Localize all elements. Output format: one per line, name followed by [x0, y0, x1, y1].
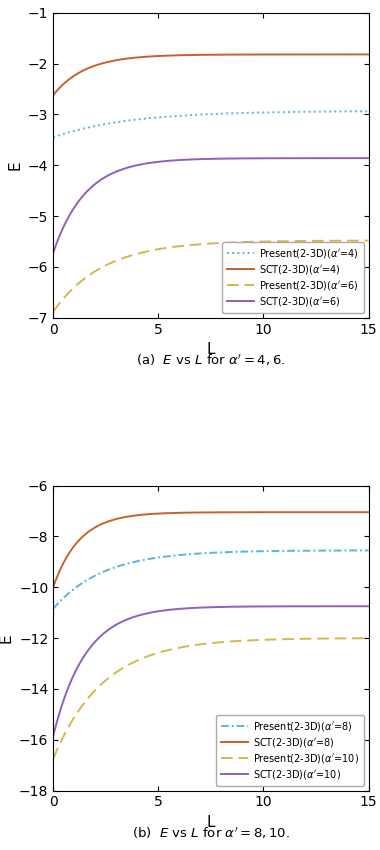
SCT(2-3D)($\alpha^{\prime}$=10) — [261, 601, 266, 611]
SCT(2-3D)($\alpha^{\prime}$=6) — [194, 154, 198, 164]
Present(2-3D)($\alpha^{\prime}$=4) — [51, 133, 55, 143]
SCT(2-3D)($\alpha^{\prime}$=8) — [194, 507, 198, 518]
Present(2-3D)($\alpha^{\prime}$=10) — [107, 672, 111, 683]
Line: Present(2-3D)($\alpha^{\prime}$=10): Present(2-3D)($\alpha^{\prime}$=10) — [53, 638, 369, 759]
SCT(2-3D)($\alpha^{\prime}$=4) — [261, 49, 266, 60]
SCT(2-3D)($\alpha^{\prime}$=4) — [107, 57, 111, 67]
Present(2-3D)($\alpha^{\prime}$=4) — [366, 106, 371, 116]
Legend: Present(2-3D)($\alpha^{\prime}$=8), SCT(2-3D)($\alpha^{\prime}$=8), Present(2-3D: Present(2-3D)($\alpha^{\prime}$=8), SCT(… — [216, 715, 364, 785]
SCT(2-3D)($\alpha^{\prime}$=4) — [194, 50, 198, 60]
Present(2-3D)($\alpha^{\prime}$=4) — [237, 108, 241, 118]
Present(2-3D)($\alpha^{\prime}$=4) — [194, 110, 198, 120]
Present(2-3D)($\alpha^{\prime}$=6) — [132, 249, 136, 259]
SCT(2-3D)($\alpha^{\prime}$=4) — [366, 49, 371, 60]
SCT(2-3D)($\alpha^{\prime}$=6) — [132, 161, 136, 171]
SCT(2-3D)($\alpha^{\prime}$=6) — [107, 170, 111, 180]
SCT(2-3D)($\alpha^{\prime}$=4) — [51, 90, 55, 100]
SCT(2-3D)($\alpha^{\prime}$=8) — [107, 516, 111, 526]
Text: (b)  $E$ vs $L$ for $\alpha^{\prime} = 8, 10$.: (b) $E$ vs $L$ for $\alpha^{\prime} = 8,… — [132, 825, 290, 842]
Legend: Present(2-3D)($\alpha^{\prime}$=4), SCT(2-3D)($\alpha^{\prime}$=4), Present(2-3D: Present(2-3D)($\alpha^{\prime}$=4), SCT(… — [222, 242, 364, 313]
Present(2-3D)($\alpha^{\prime}$=8) — [132, 557, 136, 567]
Present(2-3D)($\alpha^{\prime}$=4) — [288, 107, 293, 117]
Present(2-3D)($\alpha^{\prime}$=8) — [107, 564, 111, 575]
Line: Present(2-3D)($\alpha^{\prime}$=8): Present(2-3D)($\alpha^{\prime}$=8) — [53, 551, 369, 609]
Line: Present(2-3D)($\alpha^{\prime}$=6): Present(2-3D)($\alpha^{\prime}$=6) — [53, 241, 369, 312]
Line: SCT(2-3D)($\alpha^{\prime}$=10): SCT(2-3D)($\alpha^{\prime}$=10) — [53, 606, 369, 736]
Present(2-3D)($\alpha^{\prime}$=4) — [132, 115, 136, 125]
SCT(2-3D)($\alpha^{\prime}$=6) — [261, 153, 266, 163]
Present(2-3D)($\alpha^{\prime}$=10) — [261, 635, 266, 645]
Y-axis label: E: E — [7, 161, 22, 170]
Present(2-3D)($\alpha^{\prime}$=8) — [194, 548, 198, 558]
Present(2-3D)($\alpha^{\prime}$=10) — [288, 634, 293, 644]
SCT(2-3D)($\alpha^{\prime}$=6) — [366, 153, 371, 163]
SCT(2-3D)($\alpha^{\prime}$=10) — [237, 602, 241, 612]
Present(2-3D)($\alpha^{\prime}$=8) — [288, 546, 293, 556]
X-axis label: L: L — [207, 343, 215, 357]
Present(2-3D)($\alpha^{\prime}$=6) — [237, 237, 241, 247]
Present(2-3D)($\alpha^{\prime}$=10) — [51, 754, 55, 764]
SCT(2-3D)($\alpha^{\prime}$=6) — [288, 153, 293, 163]
Line: Present(2-3D)($\alpha^{\prime}$=4): Present(2-3D)($\alpha^{\prime}$=4) — [53, 111, 369, 138]
Line: SCT(2-3D)($\alpha^{\prime}$=8): SCT(2-3D)($\alpha^{\prime}$=8) — [53, 513, 369, 587]
SCT(2-3D)($\alpha^{\prime}$=10) — [288, 601, 293, 611]
SCT(2-3D)($\alpha^{\prime}$=10) — [366, 601, 371, 611]
SCT(2-3D)($\alpha^{\prime}$=8) — [261, 507, 266, 518]
Present(2-3D)($\alpha^{\prime}$=10) — [366, 633, 371, 643]
Present(2-3D)($\alpha^{\prime}$=10) — [132, 657, 136, 667]
SCT(2-3D)($\alpha^{\prime}$=4) — [237, 49, 241, 60]
SCT(2-3D)($\alpha^{\prime}$=4) — [288, 49, 293, 60]
Y-axis label: E: E — [0, 633, 13, 643]
SCT(2-3D)($\alpha^{\prime}$=10) — [194, 603, 198, 613]
Present(2-3D)($\alpha^{\prime}$=6) — [107, 258, 111, 269]
Present(2-3D)($\alpha^{\prime}$=8) — [51, 604, 55, 614]
SCT(2-3D)($\alpha^{\prime}$=8) — [288, 507, 293, 518]
Text: (a)  $E$ vs $L$ for $\alpha^{\prime} = 4, 6$.: (a) $E$ vs $L$ for $\alpha^{\prime} = 4,… — [136, 353, 285, 368]
SCT(2-3D)($\alpha^{\prime}$=10) — [132, 612, 136, 622]
Line: SCT(2-3D)($\alpha^{\prime}$=6): SCT(2-3D)($\alpha^{\prime}$=6) — [53, 158, 369, 252]
SCT(2-3D)($\alpha^{\prime}$=8) — [237, 507, 241, 518]
X-axis label: L: L — [207, 815, 215, 830]
SCT(2-3D)($\alpha^{\prime}$=8) — [366, 507, 371, 518]
Present(2-3D)($\alpha^{\prime}$=6) — [51, 307, 55, 317]
SCT(2-3D)($\alpha^{\prime}$=10) — [51, 731, 55, 741]
Present(2-3D)($\alpha^{\prime}$=4) — [107, 118, 111, 128]
Present(2-3D)($\alpha^{\prime}$=4) — [261, 107, 266, 117]
SCT(2-3D)($\alpha^{\prime}$=6) — [237, 153, 241, 163]
Present(2-3D)($\alpha^{\prime}$=8) — [366, 546, 371, 556]
Present(2-3D)($\alpha^{\prime}$=10) — [194, 640, 198, 650]
Line: SCT(2-3D)($\alpha^{\prime}$=4): SCT(2-3D)($\alpha^{\prime}$=4) — [53, 54, 369, 95]
Present(2-3D)($\alpha^{\prime}$=6) — [288, 236, 293, 246]
Present(2-3D)($\alpha^{\prime}$=8) — [261, 546, 266, 556]
SCT(2-3D)($\alpha^{\prime}$=4) — [132, 53, 136, 63]
Present(2-3D)($\alpha^{\prime}$=10) — [237, 636, 241, 646]
SCT(2-3D)($\alpha^{\prime}$=10) — [107, 624, 111, 634]
Present(2-3D)($\alpha^{\prime}$=8) — [237, 547, 241, 557]
SCT(2-3D)($\alpha^{\prime}$=6) — [51, 247, 55, 258]
Present(2-3D)($\alpha^{\prime}$=6) — [261, 236, 266, 246]
SCT(2-3D)($\alpha^{\prime}$=8) — [132, 511, 136, 521]
Present(2-3D)($\alpha^{\prime}$=6) — [194, 240, 198, 250]
SCT(2-3D)($\alpha^{\prime}$=8) — [51, 582, 55, 592]
Present(2-3D)($\alpha^{\prime}$=6) — [366, 235, 371, 246]
